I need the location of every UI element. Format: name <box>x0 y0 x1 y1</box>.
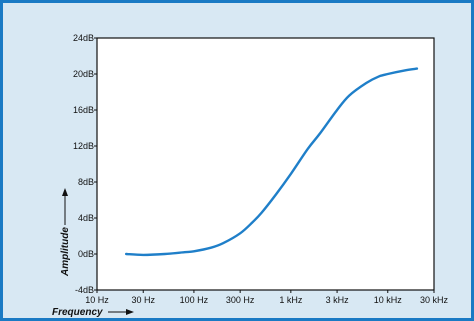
y-axis-label: Amplitude <box>60 227 71 277</box>
series-line <box>124 67 419 257</box>
y-tick-label: 0dB <box>78 249 94 259</box>
x-axis-label: Frequency <box>52 307 103 318</box>
x-tick-label: 300 Hz <box>226 295 255 305</box>
x-tick-label: 10 kHz <box>374 295 403 305</box>
x-tick-label: 3 kHz <box>326 295 350 305</box>
x-tick-label: 30 kHz <box>420 295 449 305</box>
y-tick-label: 8dB <box>78 177 94 187</box>
x-tick-label: 100 Hz <box>180 295 209 305</box>
y-tick-label: 4dB <box>78 213 94 223</box>
x-tick-label: 10 Hz <box>85 295 109 305</box>
y-tick-label: 16dB <box>73 105 94 115</box>
x-tick-label: 1 kHz <box>279 295 303 305</box>
x-axis-arrow-head <box>126 309 134 315</box>
y-tick-label: -4dB <box>75 285 94 295</box>
y-axis-arrow-head <box>62 188 68 196</box>
x-tick-label: 30 Hz <box>131 295 155 305</box>
y-tick-label: 20dB <box>73 69 94 79</box>
y-tick-label: 24dB <box>73 33 94 43</box>
plot-area <box>96 37 435 291</box>
y-tick-label: 12dB <box>73 141 94 151</box>
